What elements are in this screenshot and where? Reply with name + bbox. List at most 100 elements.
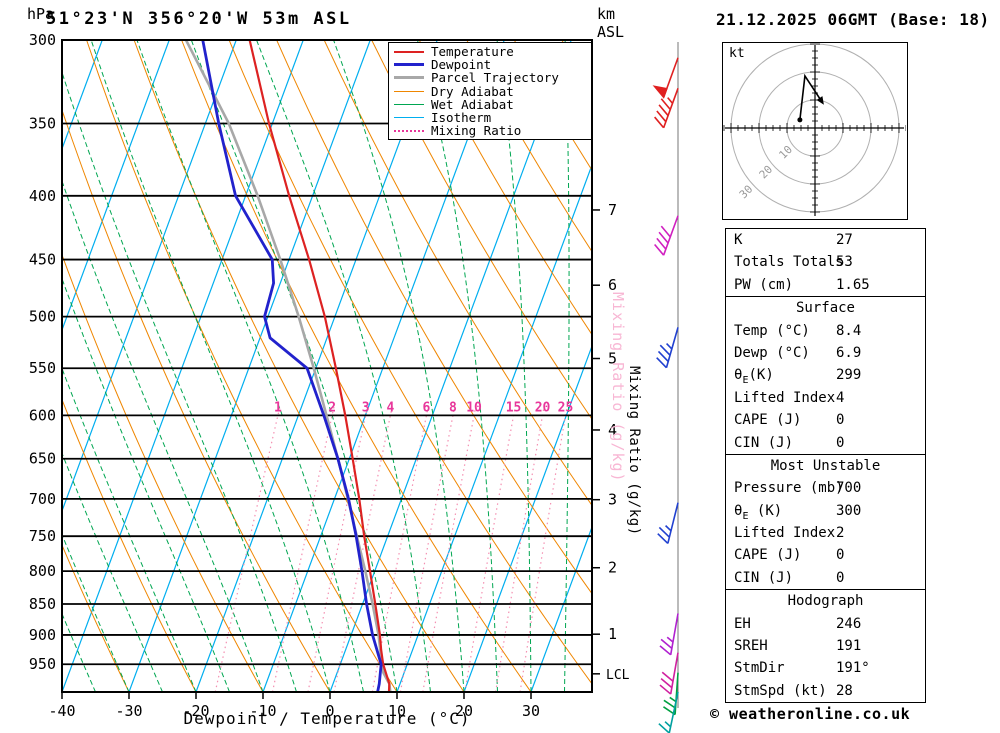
- stat-row: Lifted Index 4: [726, 387, 925, 409]
- mixing-ratio-line: [422, 406, 477, 692]
- pressure-tick-label: 700: [29, 490, 56, 508]
- dry-adiabat-line: [62, 543, 130, 692]
- stat-value: 0: [836, 569, 845, 586]
- stats-section-header: Surface: [795, 300, 855, 317]
- mixing-ratio-line: [495, 406, 545, 692]
- mixing-ratio-line: [214, 406, 281, 692]
- stat-value: 1.65: [836, 276, 870, 293]
- stats-section-header: Most Unstable: [770, 457, 881, 474]
- stat-value: 27: [836, 232, 853, 248]
- hodograph-trace: [799, 73, 821, 120]
- copyright: © weatheronline.co.uk: [710, 705, 911, 723]
- legend: Temperature Dewpoint Parcel Trajectory Dry …: [388, 42, 592, 141]
- mixing-ratio-value-label: 2: [328, 400, 336, 415]
- legend-label: Parcel Trajectory: [431, 70, 559, 86]
- km-tick-label: 5: [608, 350, 617, 368]
- stat-value: 6.9: [836, 344, 862, 361]
- isotherm-line: [195, 40, 438, 692]
- km-tick-label: 1: [608, 625, 617, 643]
- isotherm-line: [128, 40, 371, 692]
- mixing-ratio-line: [399, 406, 456, 692]
- stats-section-header: Hodograph: [787, 593, 864, 610]
- stat-row: CAPE (J) 0: [726, 544, 925, 566]
- stat-label: Lifted Index: [734, 389, 836, 406]
- temp-tick-label: -20: [182, 702, 209, 720]
- stat-label: EH: [734, 615, 751, 632]
- legend-item: Temperature: [394, 44, 586, 59]
- stat-label: StmSpd (kt): [734, 682, 827, 699]
- stat-label: CAPE (J): [734, 547, 802, 564]
- km-tick-label: 3: [608, 491, 617, 509]
- wet-adiabat-line: [62, 533, 130, 692]
- dewpoint-curve: [201, 40, 383, 692]
- mixing-ratio-line: [519, 406, 568, 692]
- mixing-ratio-axis-label-ghost: Mixing Ratio (g/kg): [609, 292, 627, 483]
- stat-row: StmSpd (kt) 28: [726, 680, 925, 702]
- isotherm-line: [62, 40, 237, 513]
- mixing-ratio-value-label: 3: [362, 400, 370, 415]
- hodograph-ring-label: 10: [776, 143, 795, 162]
- stat-row: Pressure (mb) 700: [726, 477, 925, 499]
- stat-value: 8.4: [836, 322, 862, 339]
- stat-value: 0: [836, 547, 845, 564]
- stat-row: SREH 191: [726, 635, 925, 657]
- km-tick-label: 2: [608, 559, 617, 577]
- mixing-ratio-value-label: 4: [386, 400, 394, 415]
- pressure-tick-label: 550: [29, 359, 56, 377]
- mixing-ratio-value-label: 25: [558, 400, 574, 415]
- pressure-tick-label: 400: [29, 187, 56, 205]
- temp-tick-label: -10: [249, 702, 276, 720]
- legend-swatch-mixing-ratio: [394, 129, 424, 132]
- hodograph-trace-arrow: [816, 96, 824, 105]
- stats-section: K 27 Totals Totals 53 PW (cm) 1.65: [726, 229, 925, 296]
- stat-label: CAPE (J): [734, 412, 802, 429]
- dry-adiabat-line: [371, 40, 592, 420]
- hodograph-ring-label: 30: [737, 183, 756, 202]
- legend-item: Dewpoint: [394, 57, 586, 72]
- km-label: km: [597, 5, 616, 23]
- isotherm-line: [463, 344, 592, 692]
- height-axis-unit: km ASL: [597, 5, 624, 41]
- lcl-label: LCL: [606, 668, 630, 683]
- stat-row: CIN (J) 0: [726, 432, 925, 454]
- pressure-tick-label: 750: [29, 527, 56, 545]
- legend-swatch-dry-adiabat: [394, 90, 424, 92]
- wind-barb: [659, 652, 679, 695]
- hodograph-ring-label: 20: [757, 163, 776, 182]
- wind-barb: [652, 57, 679, 99]
- stats-section: Most Unstable Pressure (mb) 700 θE (K) 300 Li…: [726, 453, 925, 589]
- sounding-profiles: [184, 40, 392, 692]
- stat-label: Dewp (°C): [734, 344, 810, 361]
- legend-swatch-parcel-trajectory: [394, 76, 424, 80]
- stat-row: CIN (J) 0: [726, 567, 925, 589]
- wet-adiabat-line: [62, 451, 163, 692]
- wind-barb: [654, 88, 679, 129]
- stat-label: PW (cm): [734, 276, 794, 293]
- parcel-trajectory-curve: [184, 40, 392, 692]
- pressure-tick-label: 300: [29, 31, 56, 49]
- temp-tick-label: 0: [325, 702, 334, 720]
- stat-label: SREH: [734, 638, 768, 655]
- legend-label: Wet Adiabat: [431, 96, 514, 112]
- stat-row: Totals Totals 53: [726, 251, 925, 273]
- stat-label: Lifted Index: [734, 525, 836, 542]
- plot-frame: [61, 39, 593, 693]
- stat-value: 2: [836, 525, 845, 542]
- isotherm-line: [530, 525, 592, 692]
- mixing-ratio-value-label: 8: [449, 400, 457, 415]
- stat-value: 191°: [836, 660, 870, 677]
- stats-section: Hodograph EH 246 SREH 191 StmDir 191° StmSpd (k…: [726, 589, 925, 702]
- dry-adiabat-line: [466, 40, 592, 253]
- stat-value: 0: [836, 434, 845, 451]
- pressure-tick-label: 950: [29, 655, 56, 673]
- dry-adiabat-line: [62, 108, 331, 692]
- wet-adiabat-line: [62, 612, 96, 692]
- stat-row: PW (cm) 1.65: [726, 274, 925, 296]
- pressure-tick-label: 850: [29, 595, 56, 613]
- asl-label: ASL: [597, 23, 625, 41]
- temp-tick-label: 30: [522, 702, 540, 720]
- wind-barb: [658, 691, 679, 733]
- legend-swatch-isotherm: [394, 117, 424, 119]
- x-axis-label: Dewpoint / Temperature (°C): [183, 709, 471, 728]
